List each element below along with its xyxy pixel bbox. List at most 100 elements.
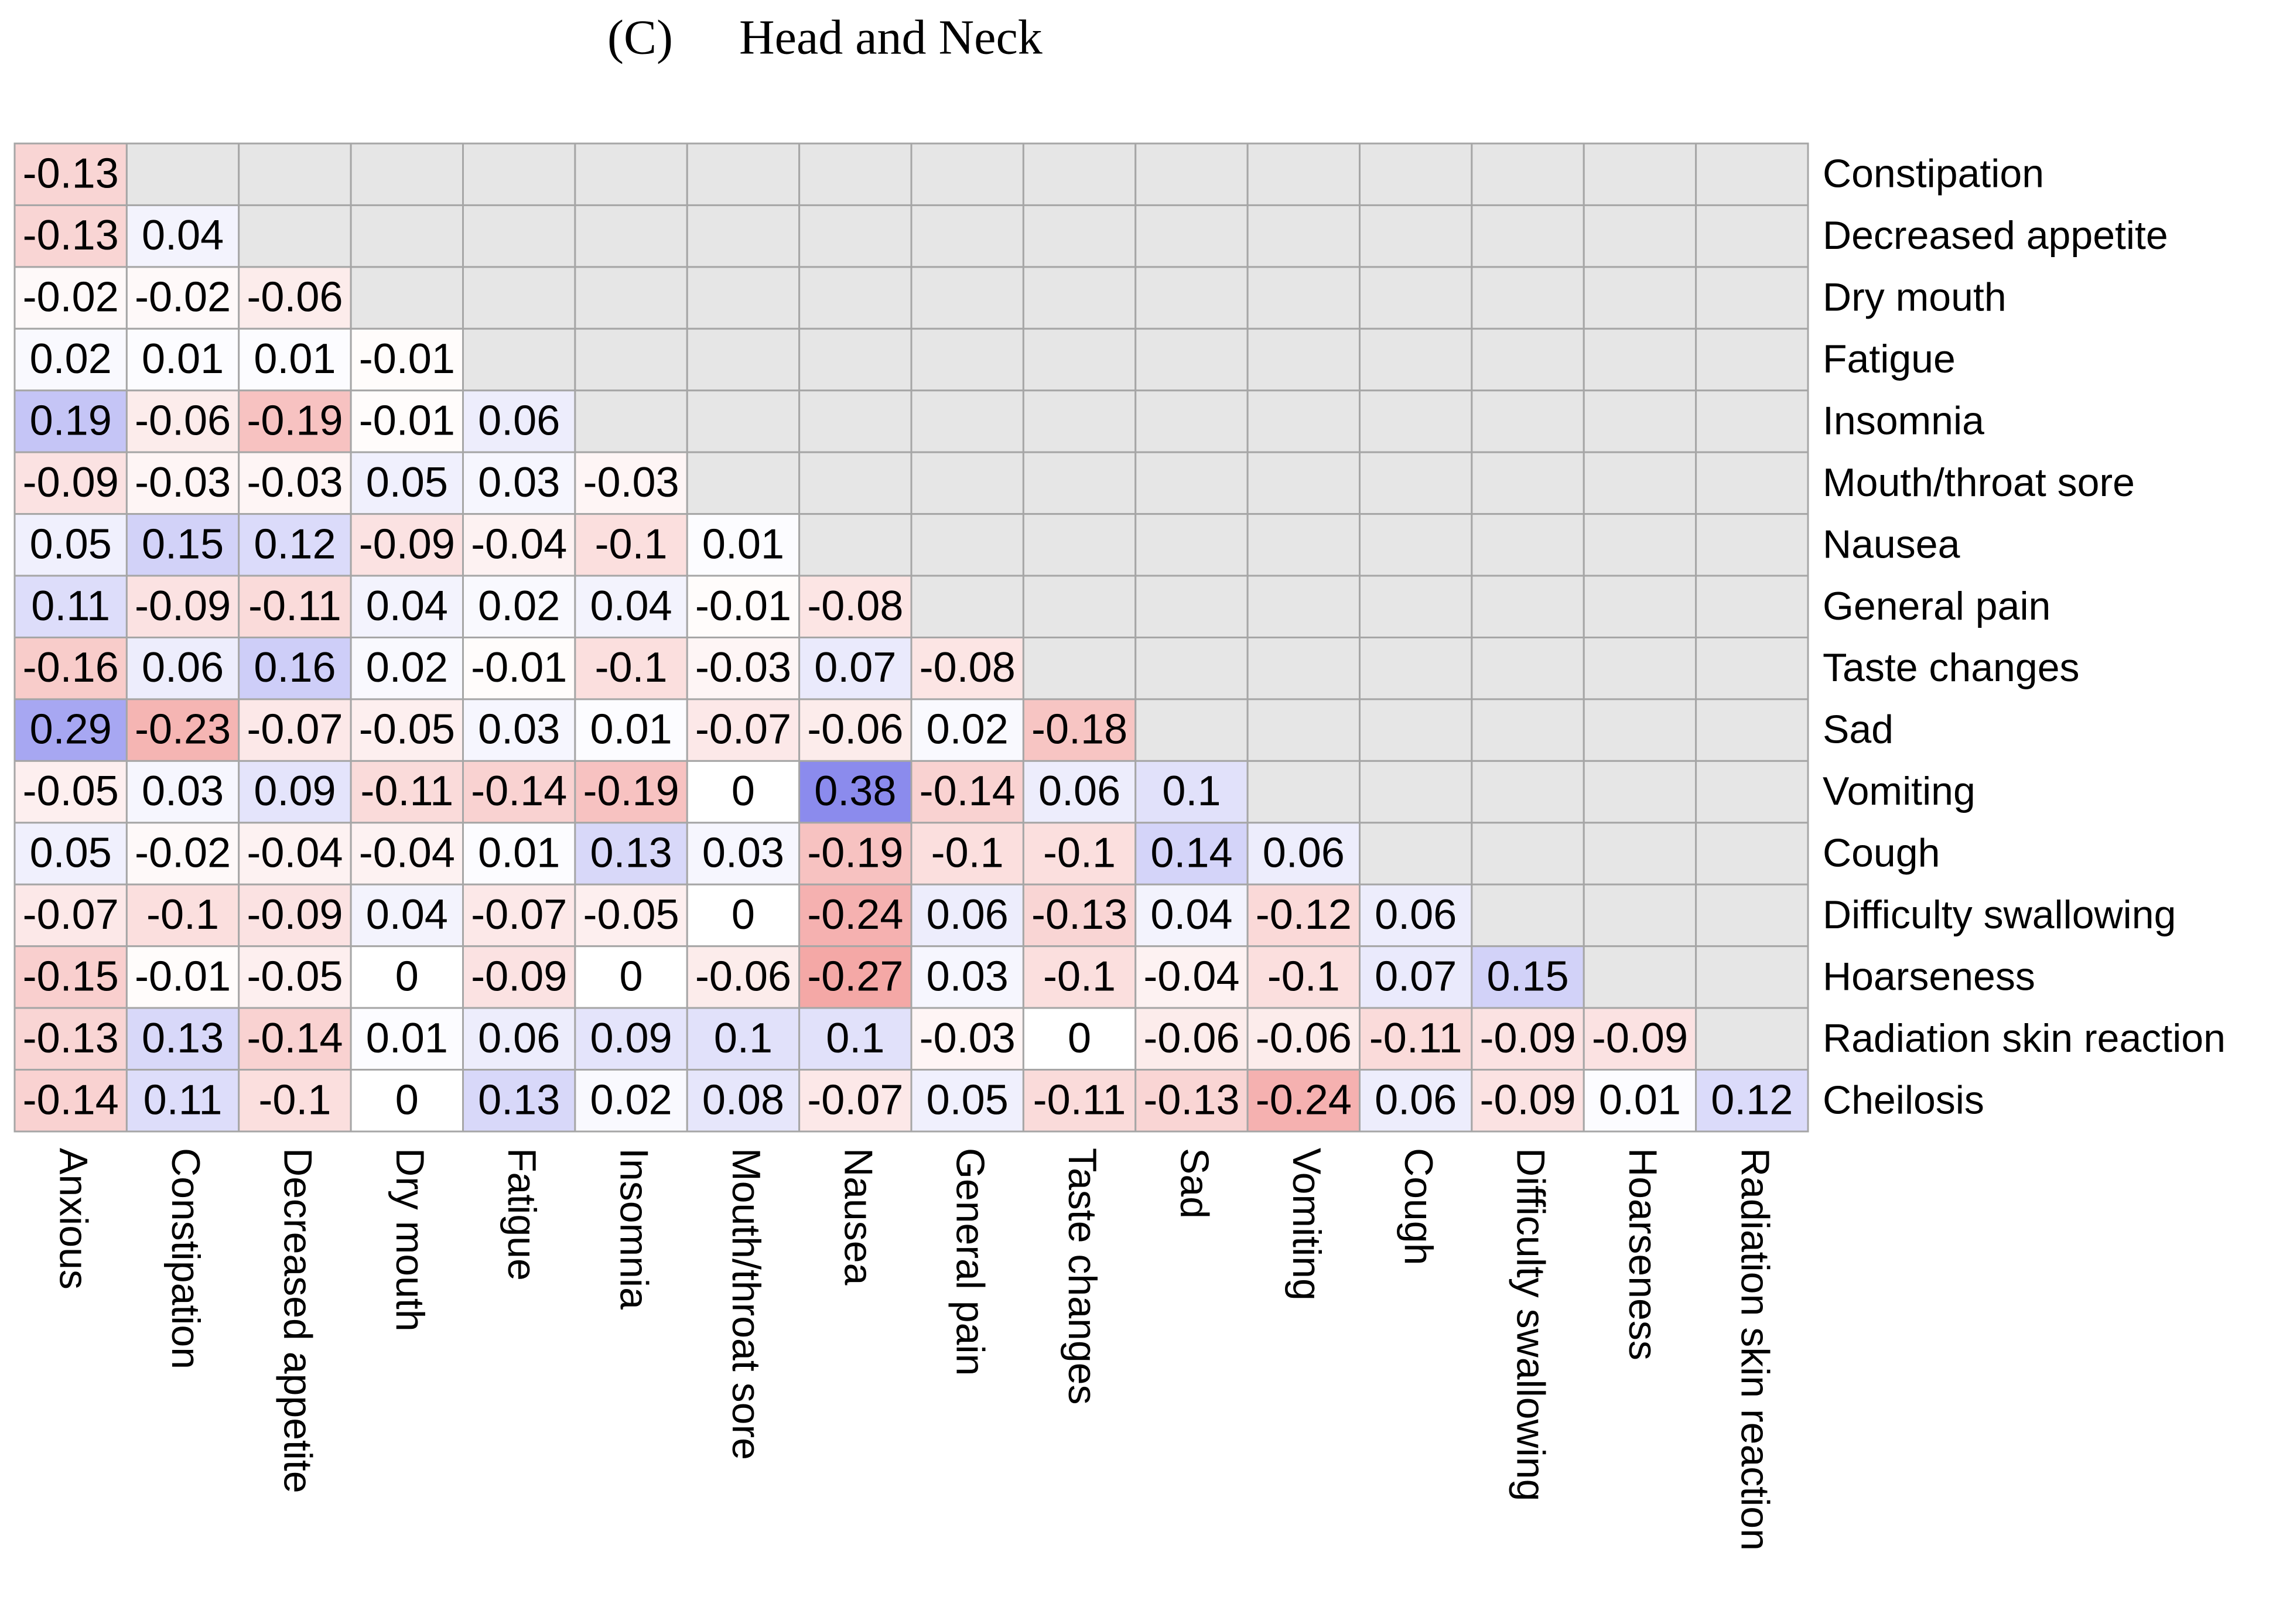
empty-cell (1359, 266, 1473, 330)
empty-cell (686, 266, 801, 330)
column-label: Difficulty swallowing (1509, 1148, 1553, 1501)
cell-label: 0.06 (478, 1015, 560, 1062)
cell-bg (1023, 1069, 1136, 1131)
cell-bg (1135, 1008, 1248, 1070)
empty-cell (1583, 266, 1697, 330)
empty-cell (1695, 451, 1809, 515)
cell-label: -0.07 (695, 706, 791, 753)
cell-label: 0.12 (1711, 1076, 1793, 1123)
row-label: Decreased appetite (1823, 213, 2168, 258)
cell-label: -0.05 (359, 706, 455, 753)
cell (462, 883, 576, 948)
cell-bg (463, 390, 575, 453)
cell-bg (1248, 884, 1360, 946)
column-label: Dry mouth (388, 1148, 432, 1332)
cell-bg (351, 884, 463, 946)
cell (13, 698, 128, 762)
cell-label: -0.19 (583, 768, 679, 815)
empty-cell (1695, 883, 1809, 948)
cell-label: -0.08 (920, 644, 1016, 691)
cell-bg (687, 946, 799, 1008)
cell-label: -0.11 (248, 583, 341, 630)
cell-label: -0.05 (23, 768, 119, 815)
cell-bg (911, 946, 1024, 1008)
cell-label: -0.18 (1031, 706, 1127, 753)
empty-cell (1246, 698, 1361, 762)
cell-label: 0.16 (254, 644, 336, 691)
cell (1022, 1069, 1137, 1133)
cell-bg (911, 1069, 1024, 1131)
cell-bg (238, 637, 351, 699)
cell-label: 0.01 (702, 521, 784, 567)
row-label: Vomiting (1823, 769, 1976, 813)
cell (574, 883, 688, 948)
empty-cell (1134, 142, 1249, 206)
cell (574, 451, 688, 515)
cell-label: -0.08 (807, 583, 903, 630)
cell-bg (1584, 1069, 1696, 1131)
cell-bg (15, 1008, 127, 1070)
empty-cell (1471, 883, 1585, 948)
cell-bg (1248, 1069, 1360, 1131)
empty-cell (1583, 389, 1697, 453)
cell-bg (575, 884, 688, 946)
cell-label: -0.14 (23, 1076, 119, 1123)
empty-cell (1695, 575, 1809, 638)
cell (574, 637, 688, 700)
cell-bg (15, 329, 127, 391)
column-label: Fatigue (500, 1148, 544, 1281)
cell (462, 513, 576, 577)
empty-cell (1359, 451, 1473, 515)
empty-cell (462, 204, 576, 268)
cell (798, 637, 912, 700)
cell (238, 513, 352, 577)
empty-cell (1583, 327, 1697, 392)
empty-cell (1695, 637, 1809, 700)
cell-label: -0.04 (359, 830, 455, 877)
cell-bg (1359, 884, 1472, 946)
cell (13, 1069, 128, 1133)
cell (350, 822, 464, 885)
empty-cell (1583, 451, 1697, 515)
cell-label: -0.27 (807, 953, 903, 1000)
cell-bg (799, 699, 911, 761)
cell (125, 513, 240, 577)
cell (238, 389, 352, 453)
cell-label: -0.02 (135, 274, 231, 321)
empty-cell (238, 204, 352, 268)
row-label: Taste changes (1823, 645, 2080, 690)
empty-cell (1695, 266, 1809, 330)
cell-label: -0.09 (471, 953, 567, 1000)
empty-cell (1583, 204, 1697, 268)
empty-cell (1359, 513, 1473, 577)
empty-cell (1246, 389, 1361, 453)
cell-label: 0.01 (590, 706, 672, 753)
cell-bg (1248, 1008, 1360, 1070)
cell-label: 0 (732, 891, 755, 938)
cell-bg (127, 946, 239, 1008)
cell-label: 0.03 (478, 459, 560, 506)
cell-bg (238, 822, 351, 885)
cell (1359, 1069, 1473, 1133)
cell-label: -0.06 (1256, 1015, 1352, 1062)
empty-cell (1583, 760, 1697, 824)
cell-bg (687, 1008, 799, 1070)
cell-label: 0.04 (1150, 891, 1232, 938)
cell-label: -0.04 (471, 521, 567, 567)
cell (13, 513, 128, 577)
empty-cell (1246, 142, 1361, 206)
cell (238, 698, 352, 762)
empty-cell (1022, 513, 1137, 577)
cell-bg (351, 390, 463, 453)
empty-cell (910, 266, 1024, 330)
empty-cell (1359, 637, 1473, 700)
cell-label: -0.09 (1592, 1015, 1688, 1062)
cell-label: 0.06 (1375, 1076, 1457, 1123)
cell-label: -0.01 (135, 953, 231, 1000)
cell-label: -0.1 (258, 1076, 331, 1123)
cell-bg (575, 822, 688, 885)
cell-label: -0.12 (1256, 891, 1352, 938)
cell-bg (575, 1069, 688, 1131)
chart-title: Head and Neck (739, 10, 1043, 64)
cell-label: 0.01 (1599, 1076, 1681, 1123)
